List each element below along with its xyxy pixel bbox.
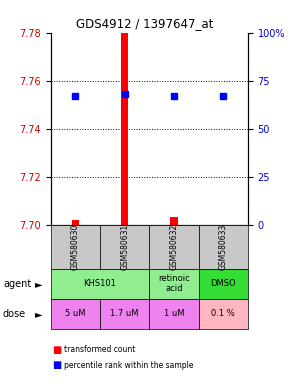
Text: DMSO: DMSO	[211, 279, 236, 288]
Bar	[72, 220, 79, 225]
Text: 0.1 %: 0.1 %	[211, 309, 235, 318]
Text: dose: dose	[3, 309, 26, 319]
Text: ■: ■	[52, 360, 61, 370]
Text: GDS4912 / 1397647_at: GDS4912 / 1397647_at	[76, 17, 214, 30]
Text: 5 uM: 5 uM	[65, 309, 86, 318]
Text: transformed count: transformed count	[64, 345, 135, 354]
Text: 1 uM: 1 uM	[164, 309, 184, 318]
Text: GSM580630: GSM580630	[71, 223, 80, 270]
Text: KHS101: KHS101	[84, 279, 117, 288]
Text: GSM580632: GSM580632	[169, 223, 179, 270]
Bar	[170, 217, 178, 225]
Text: ►: ►	[35, 279, 42, 289]
Text: ■: ■	[52, 345, 61, 355]
Text: ►: ►	[35, 309, 42, 319]
Text: agent: agent	[3, 279, 31, 289]
Bar	[121, 33, 128, 225]
Text: retinoic
acid: retinoic acid	[158, 274, 190, 293]
Text: GSM580633: GSM580633	[219, 223, 228, 270]
Text: 1.7 uM: 1.7 uM	[110, 309, 139, 318]
Text: percentile rank within the sample: percentile rank within the sample	[64, 361, 193, 370]
Text: GSM580631: GSM580631	[120, 223, 129, 270]
